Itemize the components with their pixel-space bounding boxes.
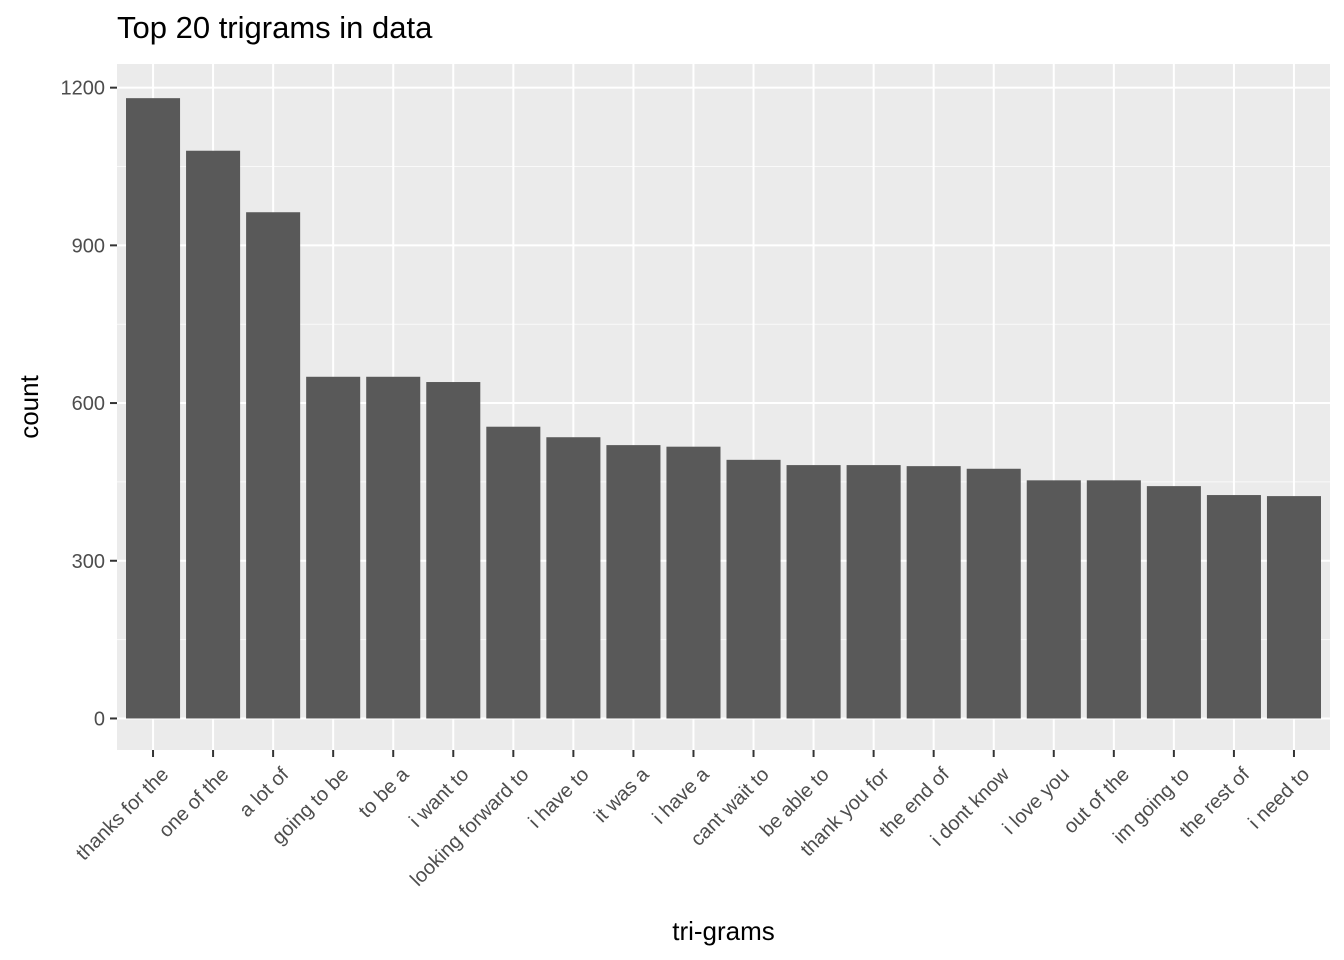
bar xyxy=(426,382,481,719)
x-tick-label: i love you xyxy=(999,764,1074,839)
x-tick-label: thanks for the xyxy=(72,764,173,865)
y-axis: 0 300 600 900 1200 xyxy=(61,78,117,730)
bar xyxy=(126,98,181,719)
y-axis-title: count xyxy=(14,374,44,438)
y-tick-label: 1200 xyxy=(61,78,106,100)
bar xyxy=(966,468,1021,719)
y-tick-label: 300 xyxy=(72,551,105,573)
bar xyxy=(726,459,781,719)
bar xyxy=(186,150,241,719)
bar xyxy=(306,376,361,719)
bar xyxy=(486,426,541,719)
x-tick-label: it was a xyxy=(590,763,654,827)
bar xyxy=(546,437,601,719)
bar xyxy=(1146,486,1201,719)
bar xyxy=(366,376,421,719)
x-tick-label: a lot of xyxy=(235,763,293,821)
bar xyxy=(1266,496,1321,719)
bar xyxy=(1206,495,1261,719)
bars xyxy=(126,98,1321,719)
bar xyxy=(1086,480,1141,719)
y-tick-label: 900 xyxy=(72,235,105,257)
x-tick-label: i have to xyxy=(525,764,594,833)
x-tick-label: to be a xyxy=(355,763,414,822)
y-tick-label: 0 xyxy=(94,708,105,730)
bar xyxy=(846,465,901,719)
bar xyxy=(606,445,661,719)
chart-title: Top 20 trigrams in data xyxy=(117,10,433,45)
x-axis-title: tri-grams xyxy=(672,916,775,946)
bar xyxy=(1026,480,1081,719)
x-tick-label: i need to xyxy=(1244,764,1314,834)
bar xyxy=(906,466,961,719)
y-tick-label: 600 xyxy=(72,393,105,415)
bar xyxy=(246,212,301,719)
bar xyxy=(666,446,721,719)
bar xyxy=(786,465,841,719)
